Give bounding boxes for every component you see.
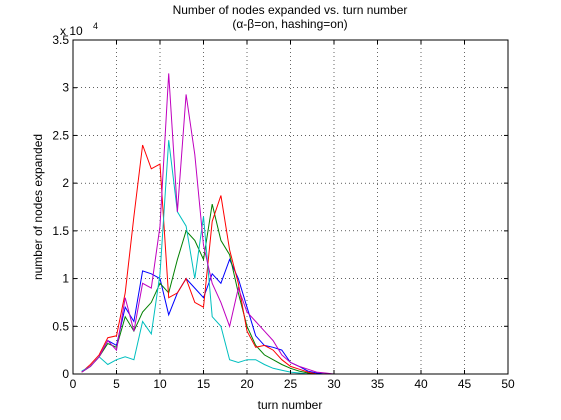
ticks: 0 5 10 15 20 25 30 35 40 45 50 0 0.5 1 1.5 2 2.5 3 3.5 bbox=[52, 33, 515, 391]
y-tick-label: 1.5 bbox=[52, 224, 69, 238]
y-tick-label: 3.5 bbox=[52, 33, 69, 47]
chart-title: Number of nodes expanded vs. turn number bbox=[173, 3, 408, 17]
y-tick-label: 2 bbox=[62, 176, 69, 190]
series-layer bbox=[81, 73, 508, 375]
x-tick-label: 40 bbox=[414, 377, 428, 391]
x-tick-label: 45 bbox=[458, 377, 472, 391]
x-tick-label: 10 bbox=[153, 377, 167, 391]
x-axis-label: turn number bbox=[258, 398, 323, 412]
x-tick-label: 0 bbox=[70, 377, 77, 391]
y-tick-label: 0 bbox=[62, 367, 69, 381]
y-tick-label: 0.5 bbox=[52, 319, 69, 333]
plot-background bbox=[73, 40, 508, 374]
x-tick-label: 30 bbox=[327, 377, 341, 391]
y-exponent-label: x 10 bbox=[60, 24, 83, 38]
x-tick-label: 20 bbox=[240, 377, 254, 391]
x-tick-label: 50 bbox=[501, 377, 515, 391]
y-exponent-power: 4 bbox=[93, 21, 98, 31]
y-tick-label: 2.5 bbox=[52, 128, 69, 142]
x-tick-label: 25 bbox=[284, 377, 298, 391]
x-tick-label: 15 bbox=[197, 377, 211, 391]
x-tick-label: 35 bbox=[371, 377, 385, 391]
chart-subtitle: (α-β=on, hashing=on) bbox=[232, 17, 347, 31]
y-tick-label: 1 bbox=[62, 272, 69, 286]
y-tick-label: 3 bbox=[62, 81, 69, 95]
x-tick-label: 5 bbox=[113, 377, 120, 391]
y-axis-label: number of nodes expanded bbox=[31, 134, 45, 280]
